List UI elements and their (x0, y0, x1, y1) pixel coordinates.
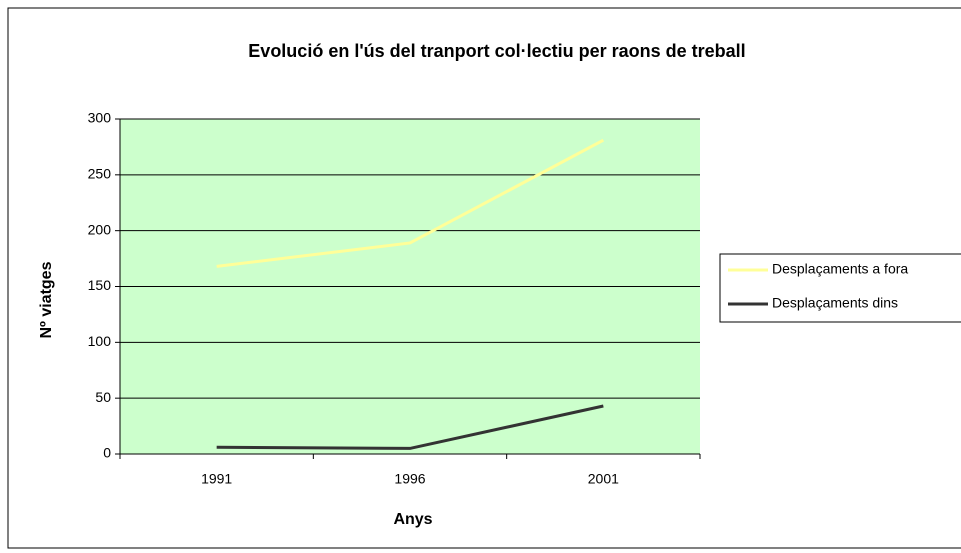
chart-title: Evolució en l'ús del tranport col·lectiu… (248, 41, 745, 61)
legend-label: Desplaçaments dins (772, 295, 898, 311)
y-tick-label: 0 (103, 445, 111, 461)
legend-label: Desplaçaments a fora (772, 261, 908, 277)
x-tick-label: 1991 (201, 471, 232, 487)
x-axis-label: Anys (393, 511, 432, 528)
y-tick-label: 150 (88, 277, 112, 293)
y-tick-label: 200 (88, 221, 112, 237)
legend-box (719, 253, 961, 323)
y-tick-label: 100 (88, 333, 112, 349)
y-tick-label: 300 (88, 110, 112, 126)
series-line (216, 138, 605, 268)
y-axis-label: Nº viatges (38, 261, 55, 338)
y-tick-label: 250 (88, 166, 112, 182)
series-line (216, 404, 604, 450)
x-tick-label: 2001 (588, 471, 619, 487)
y-tick-label: 50 (95, 389, 111, 405)
x-tick-label: 1996 (394, 471, 425, 487)
